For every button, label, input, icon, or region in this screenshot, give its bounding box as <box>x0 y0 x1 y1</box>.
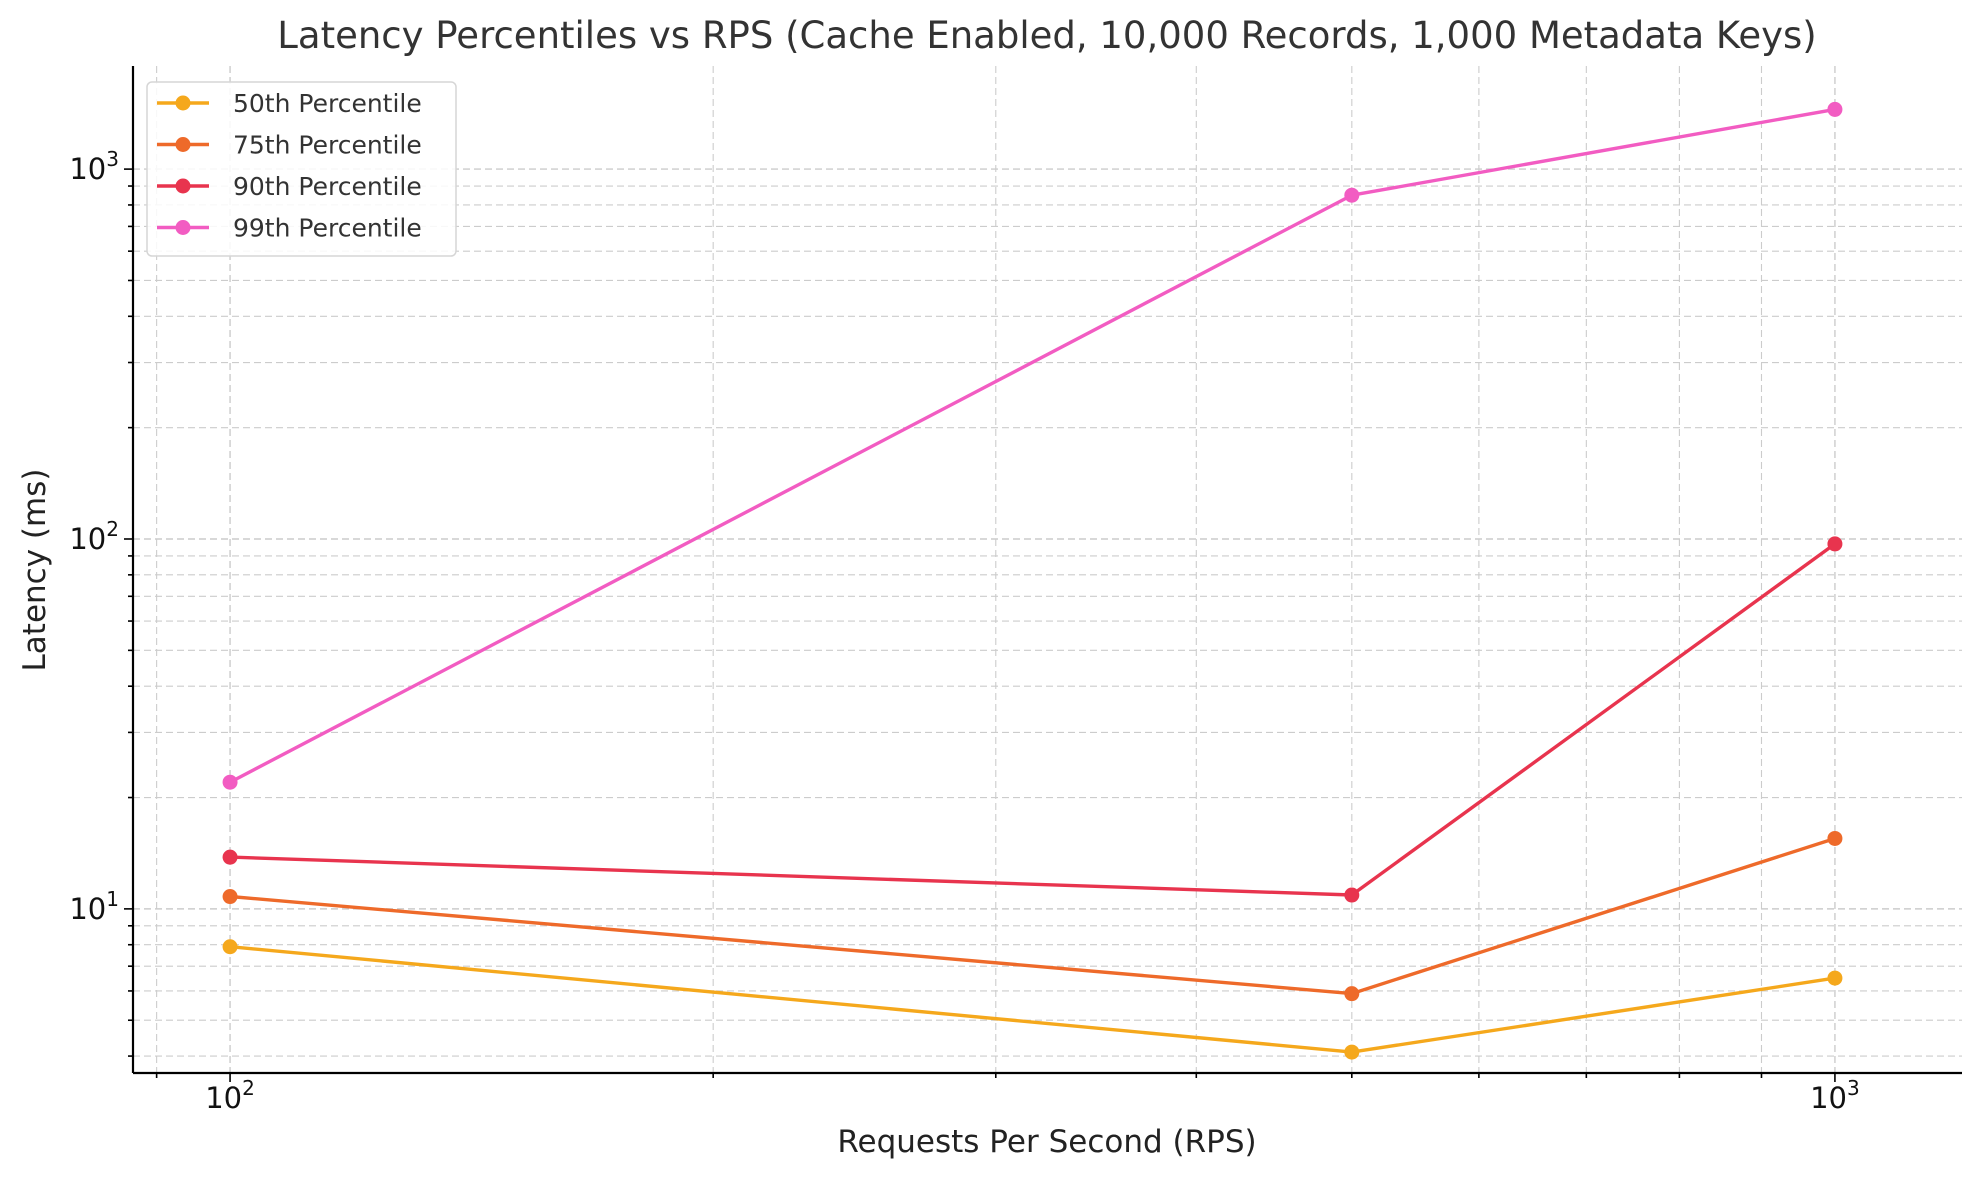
legend-swatch-marker <box>175 95 191 111</box>
legend-swatch-marker <box>175 178 191 194</box>
legend-swatch-marker <box>175 220 191 235</box>
legend-swatch-marker <box>175 137 191 152</box>
grid <box>133 66 1962 1073</box>
data-point <box>222 889 238 905</box>
data-point <box>1827 970 1843 986</box>
data-point <box>222 939 238 955</box>
y-tick-label: 101 <box>69 887 119 926</box>
data-point <box>1344 887 1360 903</box>
y-tick-label: 102 <box>69 517 119 556</box>
data-point <box>1344 1044 1360 1060</box>
legend-label: 75th Percentile <box>233 131 422 160</box>
data-point <box>222 774 238 790</box>
series-line <box>229 107 1836 784</box>
x-tick-label: 103 <box>1810 1076 1860 1115</box>
y-tick-label: 103 <box>69 147 119 186</box>
series <box>222 101 1843 1060</box>
x-axis-label: Requests Per Second (RPS) <box>837 1124 1256 1160</box>
data-point <box>1827 830 1843 846</box>
legend-label: 99th Percentile <box>233 214 422 243</box>
data-point <box>1344 986 1360 1002</box>
y-axis-label: Latency (ms) <box>17 469 53 672</box>
data-point <box>222 849 238 865</box>
axes <box>131 66 1962 1075</box>
x-tick-label: 102 <box>205 1076 255 1115</box>
legend-box <box>146 81 457 257</box>
legend-label: 90th Percentile <box>233 172 422 201</box>
data-point <box>1827 536 1843 552</box>
data-point <box>1827 101 1843 117</box>
legend: 50th Percentile 75th Percentile 90th Perce… <box>146 81 457 257</box>
series-line <box>229 945 1836 1054</box>
legend-label: 50th Percentile <box>233 89 422 118</box>
data-point <box>1344 187 1360 203</box>
series-line <box>230 542 1836 897</box>
ticks: 102 103 101 102 103 <box>69 147 1859 1115</box>
chart-title: Latency Percentiles vs RPS (Cache Enable… <box>277 14 1816 57</box>
